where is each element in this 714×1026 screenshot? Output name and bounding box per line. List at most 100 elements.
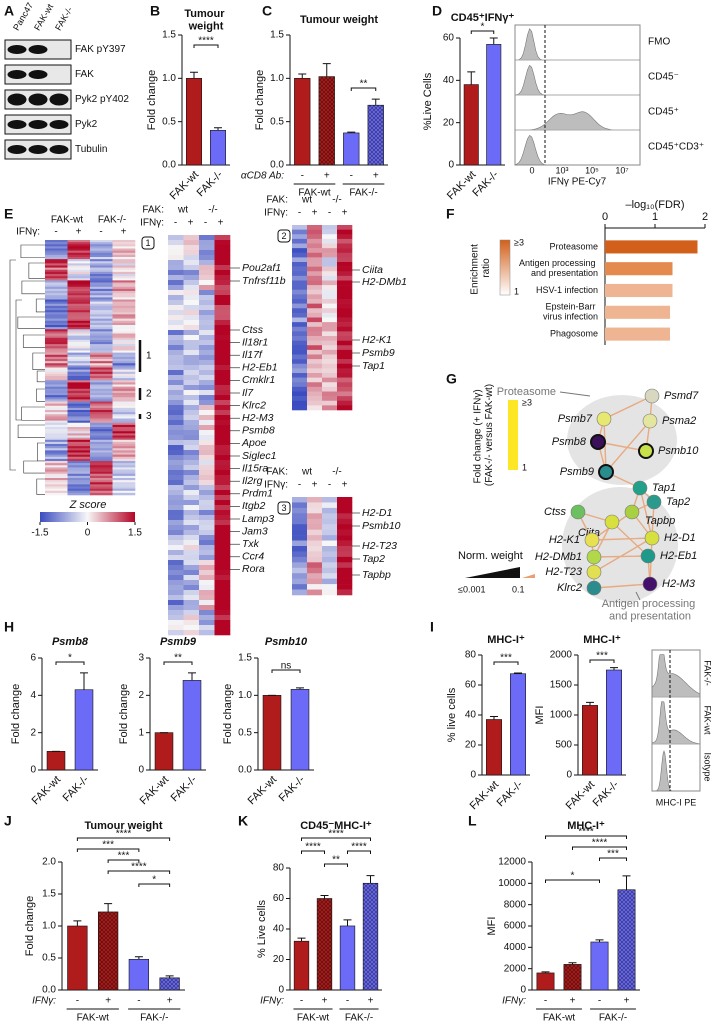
heatmap-cell (322, 345, 338, 351)
treatment-level: + (76, 227, 82, 238)
heatmap-cell (90, 305, 113, 309)
gene-label: H2-M3 (242, 412, 274, 424)
heatmap-cell (112, 458, 136, 462)
histogram (651, 701, 701, 745)
heatmap-cell (214, 445, 231, 451)
heatmap-cell (322, 359, 338, 365)
heatmap-cell (292, 354, 308, 360)
heatmap-cell (67, 403, 91, 407)
heatmap-cell (90, 484, 113, 487)
y-tick-label: 0 (138, 765, 144, 776)
heatmap-cell (168, 410, 184, 416)
heatmap-cell (214, 555, 231, 561)
heatmap-cell (45, 441, 68, 445)
significance-bracket (163, 661, 193, 665)
heatmap-cell (67, 293, 91, 296)
heatmap-cell (45, 303, 68, 307)
heatmap-cell (168, 375, 184, 381)
heatmap-cell (214, 285, 231, 291)
heatmap-cell (90, 271, 113, 275)
heatmap-cell (307, 518, 323, 525)
heatmap-cell (168, 440, 184, 446)
heatmap-cell (199, 500, 215, 506)
heatmap-cell (90, 250, 113, 254)
heatmap-cell (199, 515, 215, 521)
heatmap-cell (45, 386, 68, 390)
heatmap-cell (199, 505, 215, 511)
y-tick-label: 0.5 (270, 116, 284, 127)
heatmap-cell (112, 297, 136, 300)
heatmap-cell (67, 350, 91, 353)
heatmap-cell (45, 259, 68, 262)
heatmap-cell (337, 396, 353, 402)
heatmap-cell (112, 325, 136, 328)
heatmap-cell (183, 435, 200, 441)
y-tick-label: 1000 (550, 710, 573, 721)
blot-band (28, 70, 48, 79)
y-tick-label: 6000 (504, 921, 527, 932)
heatmap-cell (67, 327, 91, 330)
heatmap-cell (90, 299, 113, 302)
heatmap-cell (337, 331, 353, 337)
gene-label: Rora (242, 563, 265, 575)
heatmap-cell (214, 265, 231, 271)
heatmap-cell (90, 469, 113, 472)
heatmap-cell (337, 529, 353, 536)
heatmap-cell (307, 535, 323, 541)
group-label: FAK-/- (349, 188, 377, 199)
heatmap-cell (322, 294, 338, 300)
heatmap-cell (322, 405, 338, 411)
heatmap-cell (90, 240, 113, 243)
gene-label: Pou2af1 (242, 262, 281, 274)
y-tick-label: 0.0 (238, 765, 252, 776)
heatmap-cell (307, 363, 323, 369)
y-tick-label: 500 (555, 740, 572, 751)
heatmap-cell (112, 288, 136, 292)
x-tick-label: FAK-/- (591, 778, 622, 809)
heatmap-cell (337, 252, 353, 258)
heatmap-cell (45, 278, 68, 281)
heatmap-cell (67, 399, 91, 402)
chart-title: Tumour weight (300, 14, 378, 26)
heatmap-cell (67, 261, 91, 264)
heatmap-cell (67, 295, 91, 298)
heatmap-cell (199, 595, 215, 601)
heatmap-cell (337, 567, 353, 574)
zoom-group: -/- (208, 205, 217, 216)
x-tick-label: 0 (602, 211, 608, 223)
heatmap-cell (67, 488, 91, 492)
heatmap-cell (214, 425, 231, 431)
heatmap-cell (67, 418, 91, 421)
heatmap-cell (90, 278, 113, 281)
heatmap-cell (183, 625, 200, 631)
heatmap-cell (322, 308, 338, 314)
heatmap-cell (90, 463, 113, 466)
heatmap-cell (292, 556, 308, 563)
heatmap-cell (199, 405, 215, 411)
heatmap-cell (67, 269, 91, 273)
heatmap-cell (67, 333, 91, 336)
heatmap-cell (214, 470, 231, 476)
heatmap-cell (112, 240, 136, 243)
heatmap-cell (307, 275, 323, 281)
heatmap-cell (214, 365, 231, 371)
heatmap-cell (337, 340, 353, 346)
heatmap-cell (67, 420, 91, 424)
heatmap-cell (112, 399, 136, 402)
heatmap-cell (67, 344, 91, 347)
heatmap-cell (45, 410, 68, 413)
heatmap-cell (45, 325, 68, 328)
heatmap-cell (214, 510, 231, 516)
y-tick-label: 60 (465, 680, 477, 691)
heatmap-cell (45, 414, 68, 417)
heatmap-cell (199, 625, 215, 631)
heatmap-cell (337, 275, 353, 281)
heatmap-cell (214, 440, 231, 446)
heatmap-cell (214, 560, 231, 566)
error-bar (347, 131, 356, 133)
heatmap-cell (112, 286, 136, 290)
network-node (590, 434, 606, 450)
heatmap-cell (45, 395, 68, 398)
treatment-level: + (312, 208, 318, 219)
heatmap-cell (183, 485, 200, 491)
